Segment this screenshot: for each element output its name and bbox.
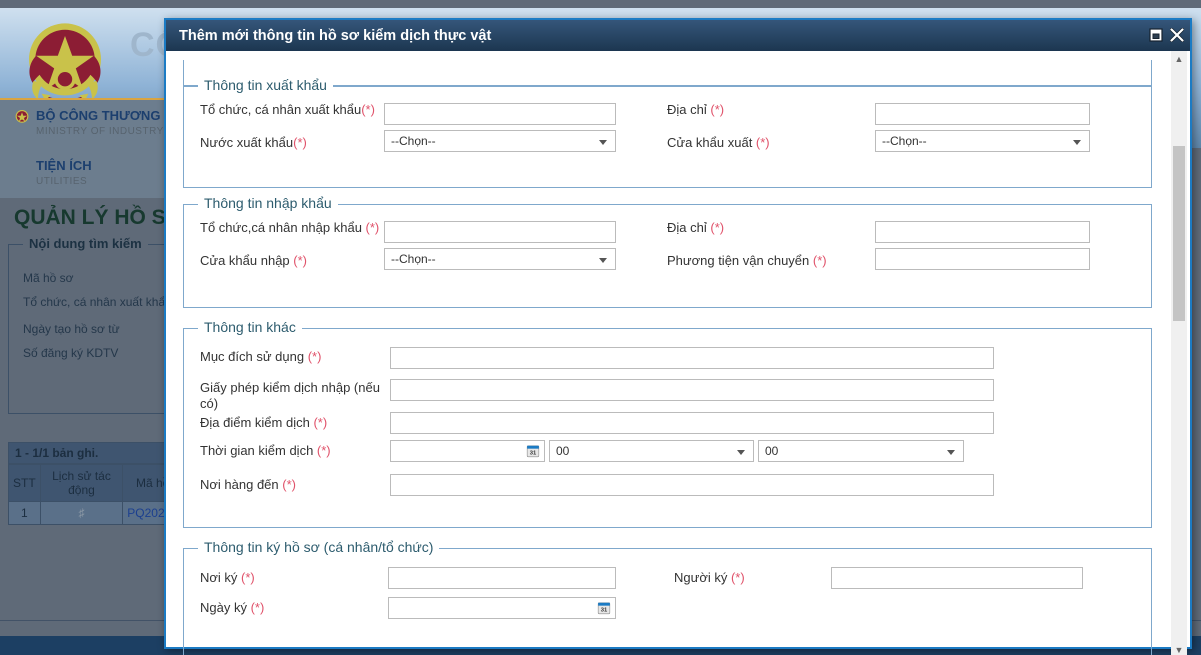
svg-text:31: 31 [601,608,608,614]
svg-text:31: 31 [530,451,537,457]
